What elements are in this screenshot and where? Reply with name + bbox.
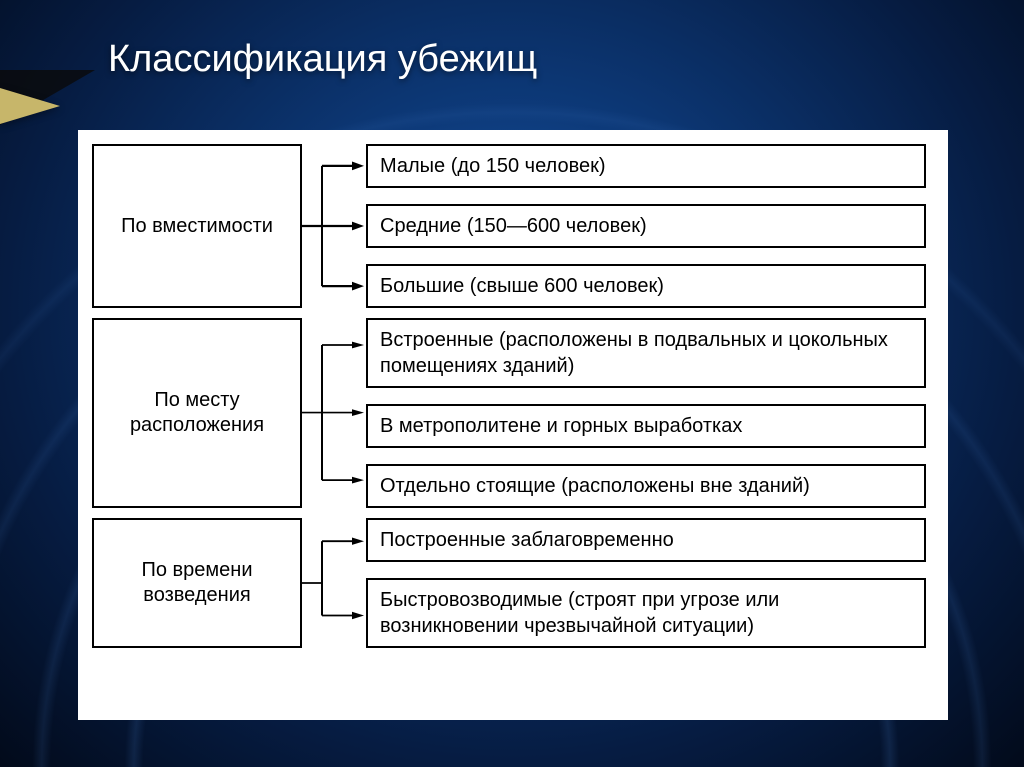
- corner-gold-accent: [0, 88, 60, 124]
- item-label: Встроенные (расположены в подвальных и ц…: [380, 329, 888, 377]
- connector-svg: [302, 144, 366, 308]
- section-capacity: По вместимости Малые (до 150 человек) Ср…: [92, 144, 926, 308]
- item-box: В метрополитене и горных выработках: [366, 404, 926, 448]
- item-label: Построенные заблаговременно: [380, 529, 674, 551]
- category-box: По вместимости: [92, 144, 302, 308]
- item-box: Большие (свыше 600 человек): [366, 264, 926, 308]
- item-label: В метрополитене и горных выработках: [380, 415, 742, 437]
- item-label: Малые (до 150 человек): [380, 155, 606, 177]
- category-label: По месту расположения: [102, 388, 292, 438]
- page-title: Классификация убежищ: [108, 38, 537, 81]
- connector-zone: [302, 518, 366, 648]
- section-construction-time: По времени возведения Построенные заблаг…: [92, 518, 926, 648]
- item-box: Построенные заблаговременно: [366, 518, 926, 562]
- item-label: Отдельно стоящие (расположены вне зданий…: [380, 475, 810, 497]
- items-list: Построенные заблаговременно Быстровозвод…: [366, 518, 926, 648]
- category-label: По вместимости: [121, 214, 273, 239]
- items-list: Встроенные (расположены в подвальных и ц…: [366, 318, 926, 508]
- item-box: Малые (до 150 человек): [366, 144, 926, 188]
- category-label: По времени возведения: [102, 558, 292, 608]
- category-box: По времени возведения: [92, 518, 302, 648]
- connector-svg: [302, 518, 366, 648]
- item-box: Средние (150—600 человек): [366, 204, 926, 248]
- item-box: Быстровозводимые (строят при угрозе или …: [366, 578, 926, 648]
- item-label: Средние (150—600 человек): [380, 215, 647, 237]
- items-list: Малые (до 150 человек) Средние (150—600 …: [366, 144, 926, 308]
- item-box: Отдельно стоящие (расположены вне зданий…: [366, 464, 926, 508]
- category-box: По месту расположения: [92, 318, 302, 508]
- classification-diagram: По вместимости Малые (до 150 человек) Ср…: [78, 130, 948, 720]
- item-label: Быстровозводимые (строят при угрозе или …: [380, 589, 779, 637]
- connector-zone: [302, 318, 366, 508]
- connector-zone: [302, 144, 366, 308]
- section-location: По месту расположения Встроенные (распол…: [92, 318, 926, 508]
- item-box: Встроенные (расположены в подвальных и ц…: [366, 318, 926, 388]
- connector-svg: [302, 318, 366, 508]
- item-label: Большие (свыше 600 человек): [380, 275, 664, 297]
